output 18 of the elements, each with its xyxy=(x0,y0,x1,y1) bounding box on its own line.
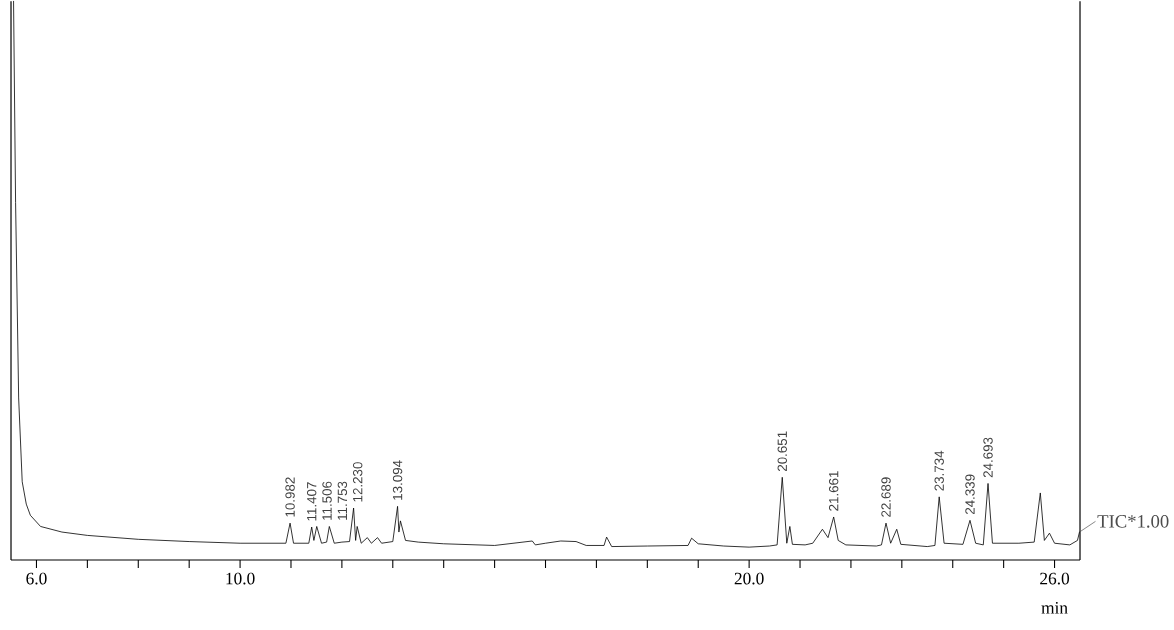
annotation: 20.651 xyxy=(777,431,787,472)
annotation: 21.661 xyxy=(828,471,839,511)
x-tick-label: 10.0 xyxy=(226,572,255,585)
x-axis-title: min xyxy=(1041,602,1068,614)
annotation: 12.230 xyxy=(352,462,363,502)
annotation: 11.407 xyxy=(306,482,317,521)
annotation: 24.693 xyxy=(983,437,993,478)
annotation: 23.734 xyxy=(934,450,944,491)
annotation: 24.339 xyxy=(965,474,975,515)
annotation: 11.753 xyxy=(337,481,348,520)
annotation: TIC*1.00 xyxy=(1097,515,1169,528)
x-tick-label: 26.0 xyxy=(1040,572,1070,585)
x-tick-label: 6.0 xyxy=(26,572,47,585)
annotation: 13.094 xyxy=(392,460,403,500)
x-tick-label: 20.0 xyxy=(734,572,764,585)
annotation: 10.982 xyxy=(285,477,295,517)
annotation: 11.506 xyxy=(322,481,332,520)
annotation: 22.689 xyxy=(881,477,891,517)
